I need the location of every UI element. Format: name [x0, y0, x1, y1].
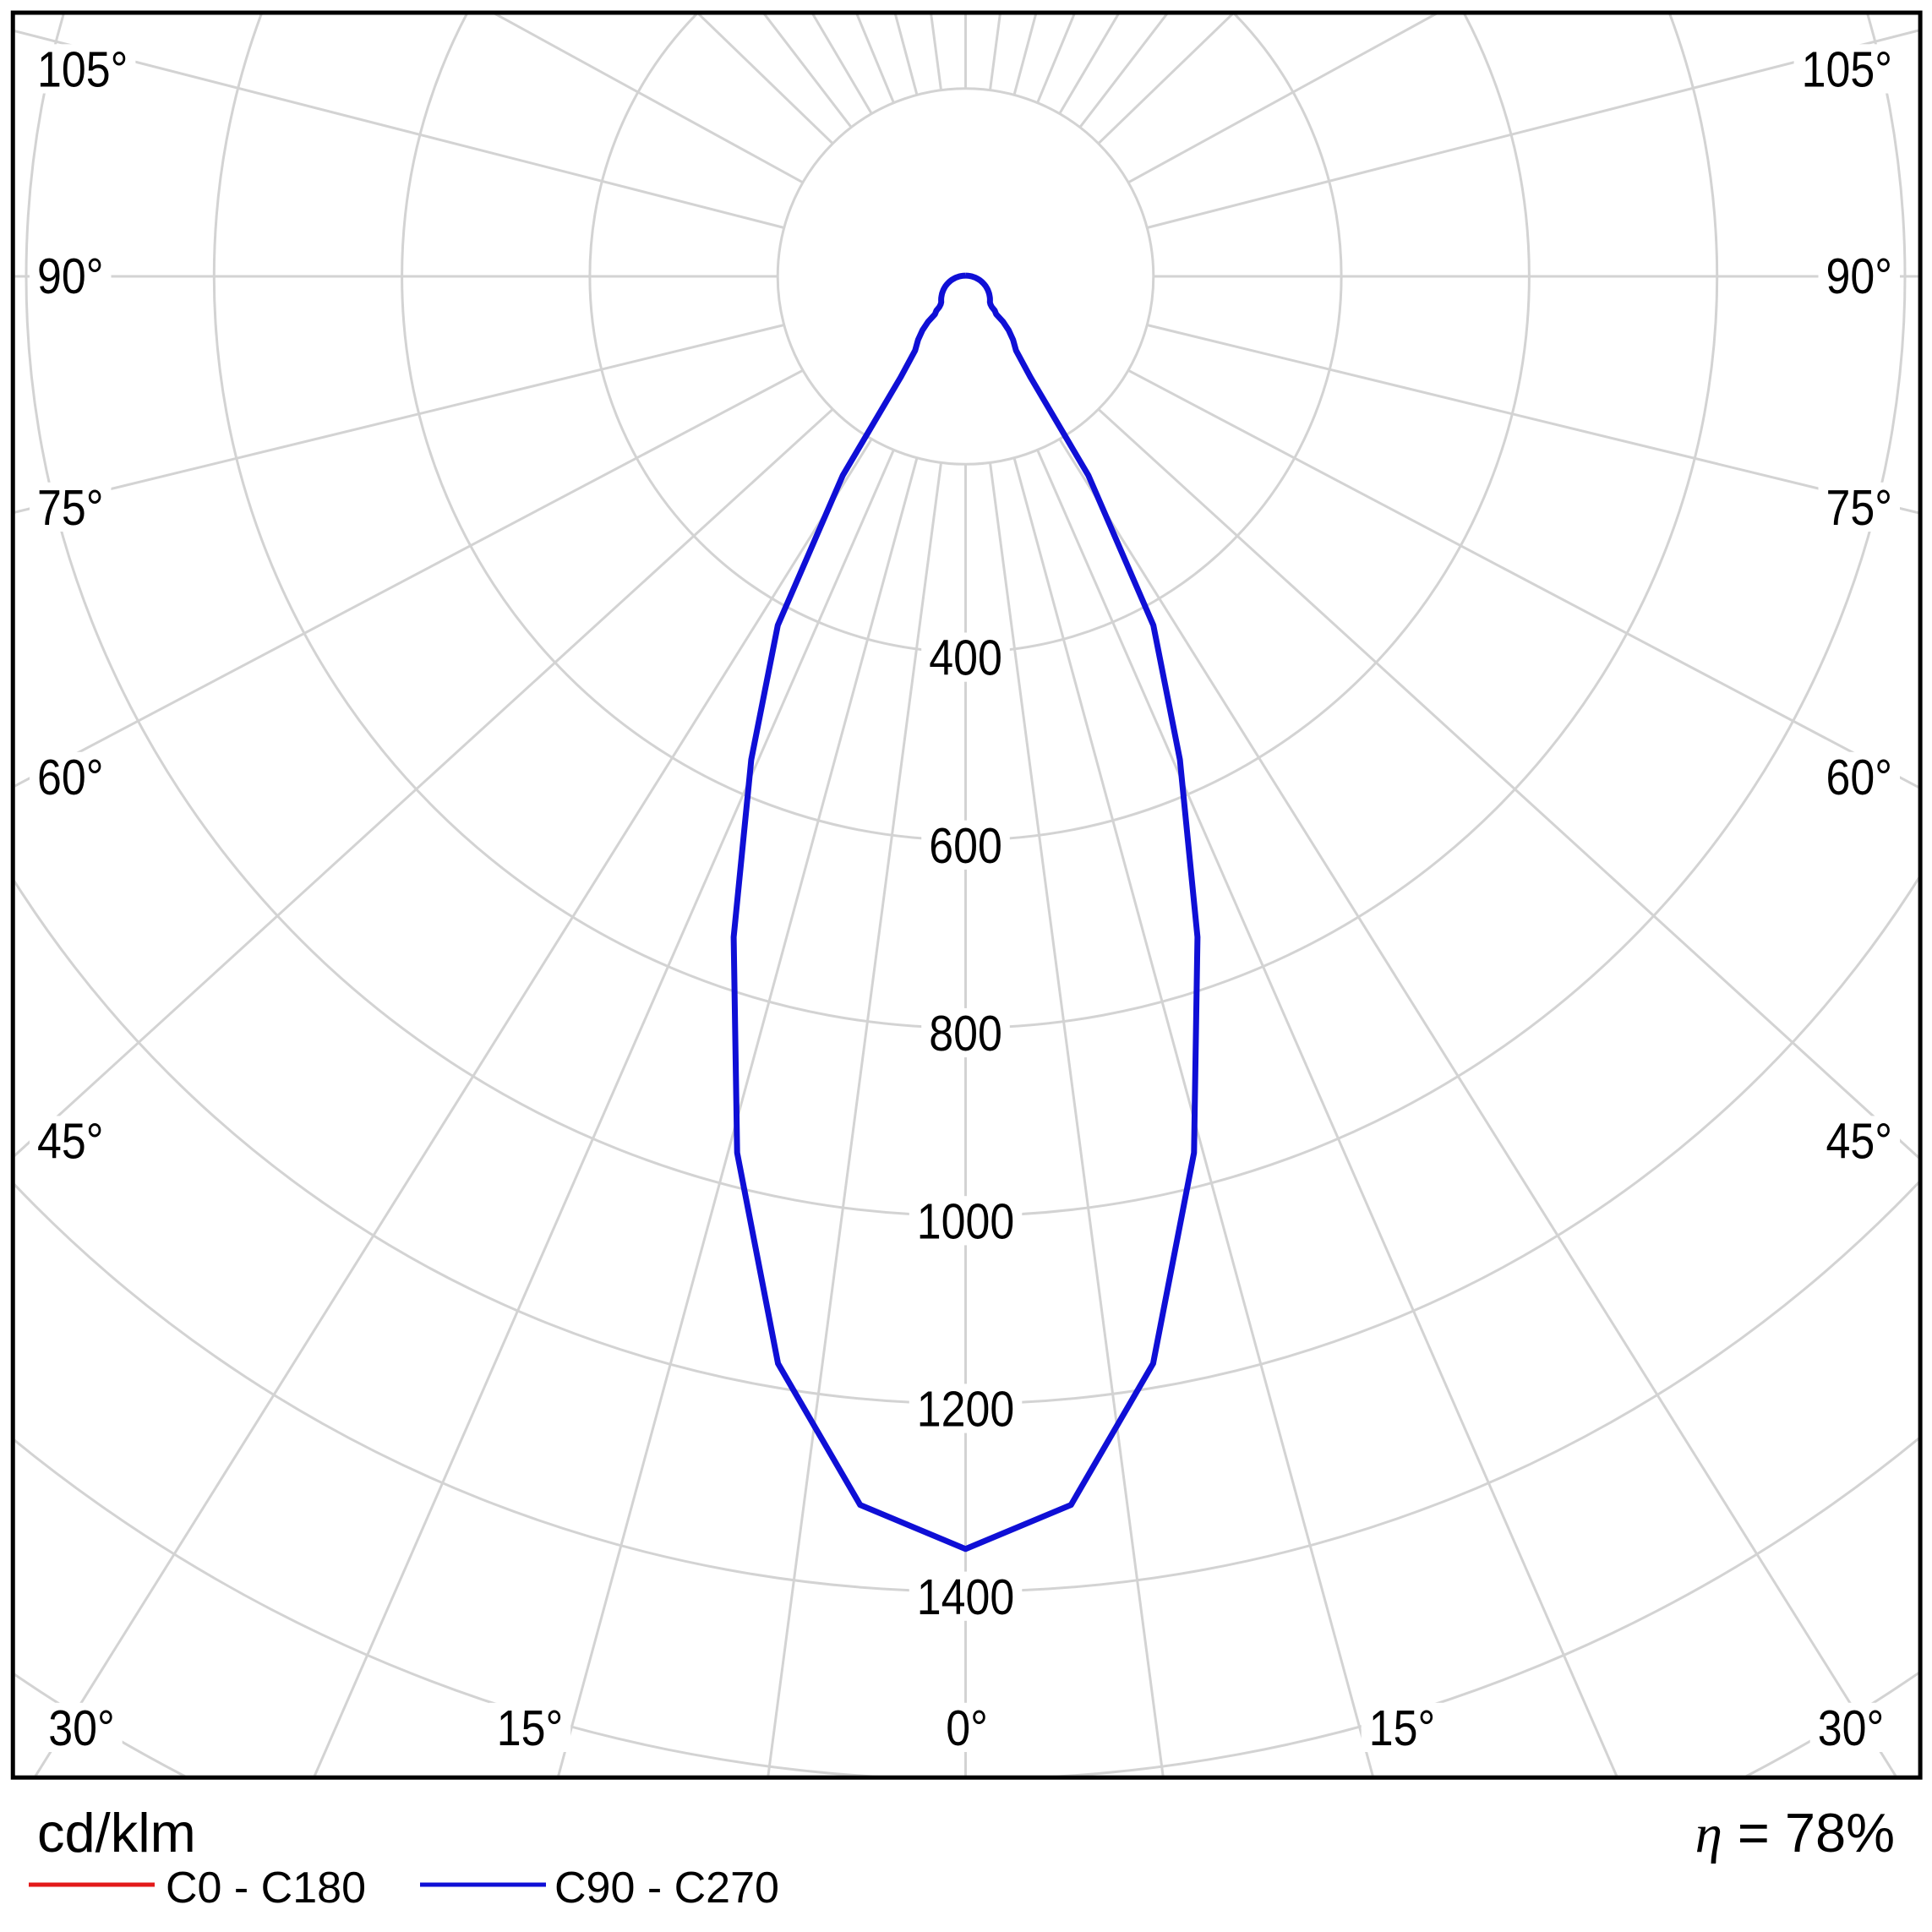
- svg-text:15°: 15°: [1369, 1700, 1436, 1756]
- svg-text:60°: 60°: [37, 750, 104, 805]
- svg-text:45°: 45°: [37, 1114, 104, 1170]
- svg-text:1200: 1200: [917, 1382, 1014, 1438]
- svg-text:60°: 60°: [1826, 750, 1893, 805]
- svg-text:105°: 105°: [37, 41, 128, 97]
- svg-text:η = 78%: η = 78%: [1695, 1802, 1895, 1864]
- svg-text:400: 400: [929, 630, 1002, 686]
- svg-text:600: 600: [929, 818, 1002, 874]
- svg-text:90°: 90°: [1826, 248, 1893, 304]
- svg-text:C90 - C270: C90 - C270: [554, 1864, 779, 1913]
- svg-text:0°: 0°: [946, 1700, 988, 1756]
- svg-text:45°: 45°: [1826, 1114, 1893, 1170]
- svg-text:75°: 75°: [37, 480, 104, 536]
- svg-text:800: 800: [929, 1006, 1002, 1062]
- svg-text:15°: 15°: [497, 1700, 564, 1756]
- svg-text:cd/klm: cd/klm: [37, 1802, 196, 1864]
- svg-text:1400: 1400: [917, 1569, 1014, 1625]
- svg-text:30°: 30°: [1818, 1700, 1885, 1756]
- svg-text:90°: 90°: [37, 248, 104, 304]
- svg-text:C0 - C180: C0 - C180: [166, 1864, 366, 1913]
- svg-text:30°: 30°: [48, 1700, 115, 1756]
- svg-text:75°: 75°: [1826, 480, 1893, 536]
- svg-text:1000: 1000: [917, 1193, 1014, 1249]
- svg-text:105°: 105°: [1802, 41, 1892, 97]
